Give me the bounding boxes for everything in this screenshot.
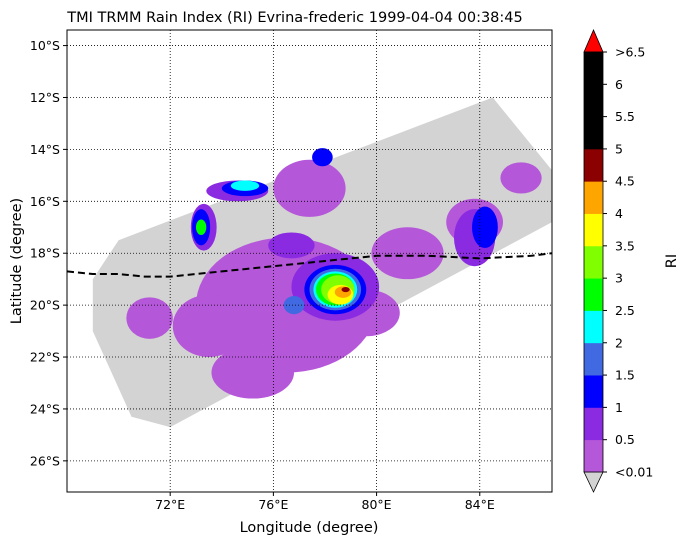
plot-frame [66, 29, 553, 493]
y-tick-label: 12°S [30, 90, 60, 105]
colorbar-tick-label: >6.5 [615, 45, 645, 60]
colorbar-segment [584, 245, 603, 279]
colorbar-tick-label: 4.5 [615, 174, 635, 189]
colorbar-segment [584, 52, 603, 85]
rain-cell [283, 296, 305, 315]
colorbar-over-triangle [583, 28, 604, 53]
x-axis-ticks: 72°E 76°E 80°E 84°E [155, 492, 495, 512]
y-tick-label: 26°S [30, 453, 60, 468]
colorbar-tick-label: 4 [615, 206, 623, 221]
rain-cell [341, 286, 350, 293]
rain-cell [312, 148, 333, 167]
colorbar-tick-label: <0.01 [615, 465, 653, 480]
map-plot-area [67, 30, 552, 492]
y-tick-label: 18°S [30, 246, 60, 261]
rain-cell [211, 346, 295, 399]
rain-index-layer [126, 148, 542, 399]
rain-cell [172, 294, 246, 358]
x-tick-label: 80°E [362, 497, 392, 512]
colorbar-segment [584, 278, 603, 311]
graticule-grid [67, 30, 552, 492]
y-axis-ticks: 10°S 12°S 14°S 16°S 18°S 20°S 22°S 24°S 26°S [30, 38, 67, 468]
rain-cell [126, 297, 173, 339]
x-tick-label: 72°E [155, 497, 185, 512]
colorbar-segment [584, 342, 603, 376]
rain-cell [500, 162, 542, 194]
colorbar-segment [584, 375, 603, 408]
y-tick-label: 22°S [30, 350, 60, 365]
rain-cell [371, 227, 444, 280]
x-axis-label: Longitude (degree) [240, 520, 379, 536]
colorbar-segment [584, 148, 603, 182]
rain-cell [472, 206, 498, 249]
colorbar-tick-label: 1 [615, 400, 623, 415]
y-tick-label: 20°S [30, 298, 60, 313]
colorbar-label: RI [664, 254, 680, 268]
colorbar-tick-label: 0.5 [615, 432, 635, 447]
colorbar-frame [583, 51, 604, 473]
colorbar-segment [584, 181, 603, 214]
colorbar-segment [584, 310, 603, 344]
y-tick-label: 10°S [30, 38, 60, 53]
colorbar: <0.01 0.5 1 1.5 2 2.5 3 3.5 4 4.5 5 5.5 6 >6.5 [583, 28, 653, 493]
y-tick-label: 14°S [30, 142, 60, 157]
rain-cell [230, 180, 260, 191]
x-tick-label: 84°E [465, 497, 495, 512]
rain-cell [273, 159, 346, 217]
colorbar-segment [584, 213, 603, 247]
colorbar-segment [584, 116, 603, 150]
colorbar-tick-label: 6 [615, 77, 623, 92]
colorbar-segment [584, 407, 603, 441]
y-tick-label: 16°S [30, 194, 60, 209]
colorbar-tick-label: 5.5 [615, 109, 635, 124]
rain-cell [268, 232, 315, 259]
y-tick-label: 24°S [30, 401, 60, 416]
colorbar-tick-label: 1.5 [615, 368, 635, 383]
colorbar-tick-label: 3 [615, 271, 623, 286]
map-title: TMI TRMM Rain Index (RI) Evrina-frederic… [66, 10, 523, 26]
colorbar-under-triangle [583, 471, 604, 493]
colorbar-tick-label: 3.5 [615, 238, 635, 253]
colorbar-segment [584, 439, 603, 473]
colorbar-tick-label: 2.5 [615, 303, 635, 318]
rain-cell [195, 219, 207, 236]
colorbar-tick-label: 5 [615, 141, 623, 156]
x-tick-label: 76°E [258, 497, 288, 512]
y-axis-label: Latitude (degree) [9, 198, 25, 324]
colorbar-tick-label: 2 [615, 335, 623, 350]
colorbar-segment [584, 84, 603, 118]
